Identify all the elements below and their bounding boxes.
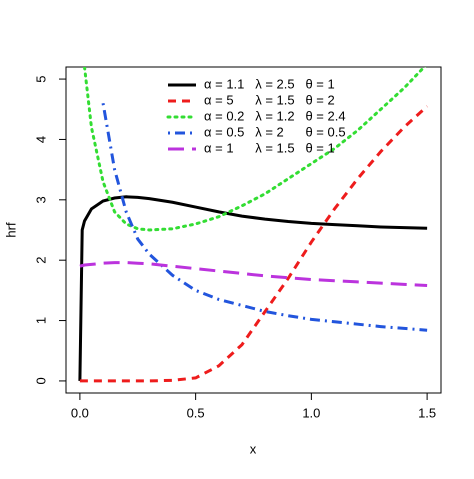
legend-label: α = 1.1 λ = 2.5 θ = 1 — [204, 76, 335, 91]
plot-area — [78, 67, 429, 383]
x-tick-label: 1.0 — [302, 405, 320, 420]
legend-label: α = 0.2 λ = 1.2 θ = 2.4 — [204, 108, 346, 123]
series-line — [83, 67, 427, 232]
y-tick-label: 4 — [33, 136, 48, 143]
y-tick-label: 3 — [33, 196, 48, 203]
x-tick-label: 1.5 — [418, 405, 436, 420]
legend-label: α = 0.5 λ = 2 θ = 0.5 — [204, 124, 346, 139]
x-tick-label: 0.5 — [187, 405, 205, 420]
y-axis-label: hrf — [3, 222, 18, 238]
y-tick-label: 2 — [33, 257, 48, 264]
x-tick-label: 0.0 — [71, 405, 89, 420]
series-line — [79, 261, 428, 288]
x-axis-label: x — [250, 441, 257, 456]
y-tick-label: 5 — [33, 75, 48, 82]
series-line — [79, 105, 429, 383]
legend-label: α = 1 λ = 1.5 θ = 1 — [204, 140, 335, 155]
y-tick-label: 0 — [33, 377, 48, 384]
legend-label: α = 5 λ = 1.5 θ = 2 — [204, 92, 335, 107]
y-tick-label: 1 — [33, 317, 48, 324]
series-line — [78, 195, 428, 381]
